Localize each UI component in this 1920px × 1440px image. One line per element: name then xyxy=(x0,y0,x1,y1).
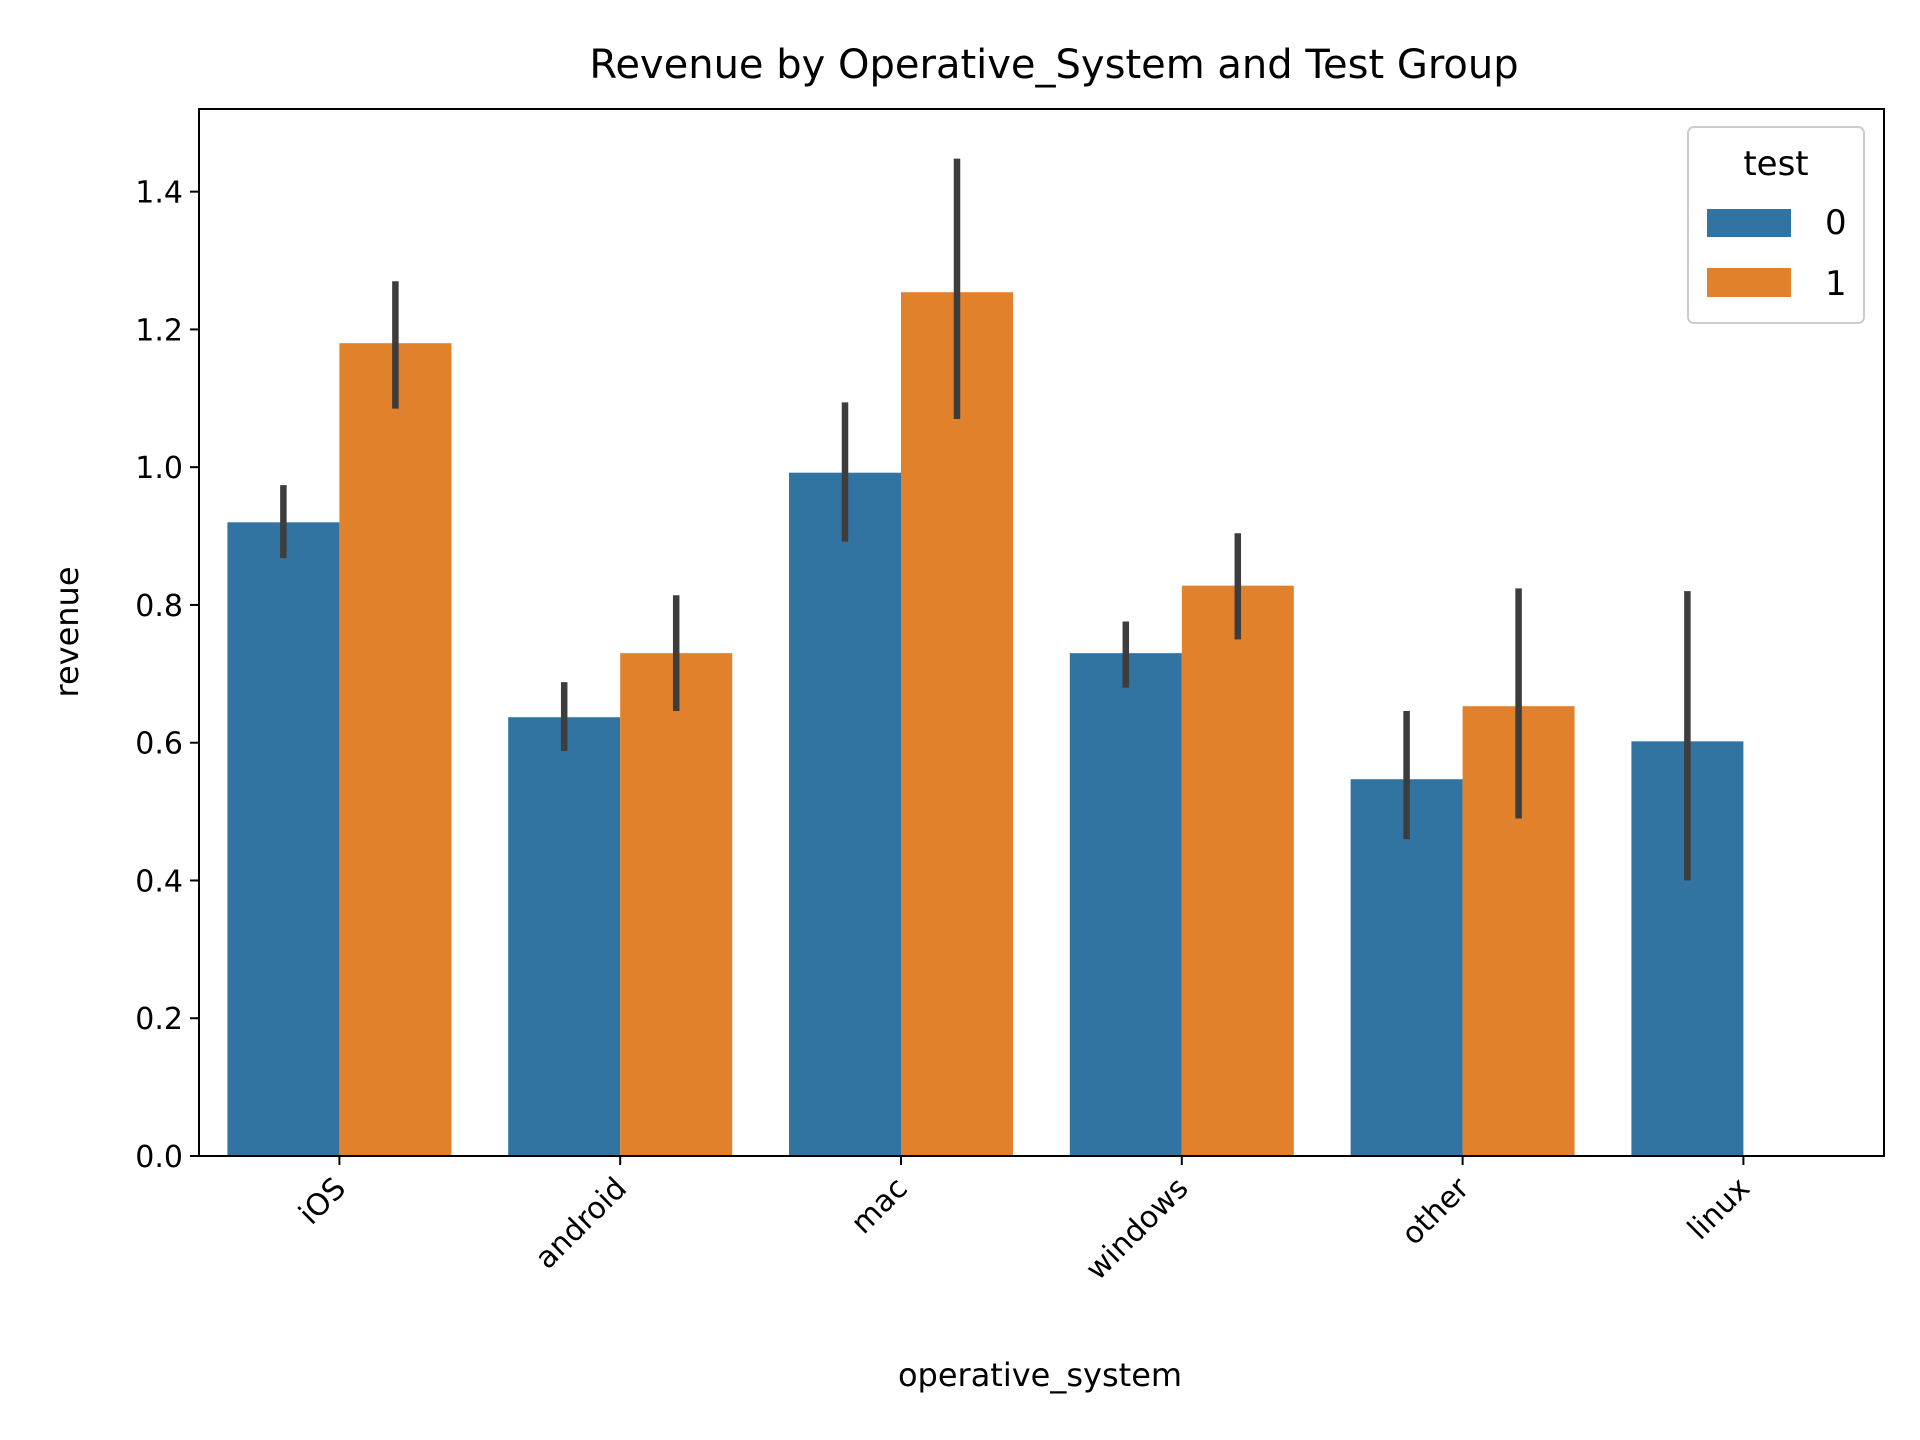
bar-iOS-test-1 xyxy=(339,343,452,1156)
plot-frame xyxy=(198,108,1885,1157)
x-axis-title: operative_system xyxy=(898,1356,1182,1394)
bar-mac-test-1 xyxy=(901,292,1013,1157)
bar-windows-test-0 xyxy=(1069,653,1182,1156)
bar-mac-test-0 xyxy=(789,472,901,1157)
errorbars-group xyxy=(280,158,1691,881)
y-tick-label: 0.6 xyxy=(135,727,183,762)
bar-windows-test-1 xyxy=(1181,585,1294,1156)
y-tick-label: 0.0 xyxy=(135,1140,183,1175)
y-tick-label: 1.0 xyxy=(135,451,183,486)
bar-android-test-0 xyxy=(508,717,621,1156)
y-tick-label: 0.2 xyxy=(135,1002,183,1037)
legend-swatch-0 xyxy=(1707,209,1791,237)
y-tick-label: 0.4 xyxy=(135,864,183,899)
bar-iOS-test-0 xyxy=(227,522,340,1156)
y-tick-label: 1.4 xyxy=(135,176,183,211)
y-axis: 0.0 0.2 0.4 0.6 0.8 1.0 1.2 1.4 xyxy=(135,176,199,1175)
bar-other-test-0 xyxy=(1350,779,1463,1156)
y-axis-title: revenue xyxy=(48,566,86,697)
legend-label-1: 1 xyxy=(1825,264,1847,304)
legend-title: test xyxy=(1743,144,1808,184)
chart-title: Revenue by Operative_System and Test Gro… xyxy=(589,42,1518,88)
legend: test 0 1 xyxy=(1687,126,1865,324)
y-tick-label: 1.2 xyxy=(135,313,183,348)
y-tick-label: 0.8 xyxy=(135,589,183,624)
bar-android-test-1 xyxy=(620,653,733,1156)
legend-swatch-1 xyxy=(1707,268,1791,297)
legend-label-0: 0 xyxy=(1825,203,1847,243)
bars-group xyxy=(227,292,1744,1157)
